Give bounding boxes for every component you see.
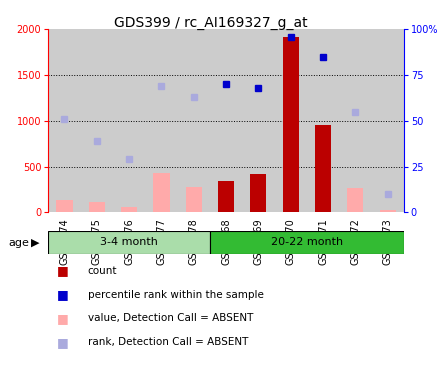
Bar	[48, 231, 209, 254]
Bar	[48, 29, 81, 212]
Bar	[218, 181, 233, 212]
Bar	[339, 29, 371, 212]
Bar	[250, 174, 266, 212]
Bar	[306, 29, 339, 212]
Bar	[209, 29, 242, 212]
Text: count: count	[88, 266, 117, 276]
Bar	[209, 231, 403, 254]
Bar	[81, 29, 113, 212]
Text: rank, Detection Call = ABSENT: rank, Detection Call = ABSENT	[88, 337, 247, 347]
Text: 20-22 month: 20-22 month	[270, 238, 342, 247]
Text: ■: ■	[57, 312, 69, 325]
Text: 3-4 month: 3-4 month	[100, 238, 158, 247]
Text: value, Detection Call = ABSENT: value, Detection Call = ABSENT	[88, 313, 253, 324]
Bar	[177, 29, 209, 212]
Bar	[242, 29, 274, 212]
Bar	[314, 125, 330, 212]
Text: age: age	[9, 238, 30, 248]
Bar	[121, 207, 137, 212]
Text: ■: ■	[57, 264, 69, 277]
Bar	[185, 187, 201, 212]
Text: ■: ■	[57, 336, 69, 349]
Bar	[282, 37, 298, 212]
Bar	[346, 188, 363, 212]
Bar	[88, 202, 105, 212]
Text: percentile rank within the sample: percentile rank within the sample	[88, 290, 263, 300]
Bar	[145, 29, 177, 212]
Bar	[113, 29, 145, 212]
Text: ■: ■	[57, 288, 69, 301]
Bar	[153, 173, 169, 212]
Text: GDS399 / rc_AI169327_g_at: GDS399 / rc_AI169327_g_at	[113, 16, 307, 30]
Bar	[274, 29, 306, 212]
Bar	[56, 201, 72, 212]
Text: ▶: ▶	[31, 238, 39, 248]
Bar	[379, 209, 395, 212]
Bar	[371, 29, 403, 212]
